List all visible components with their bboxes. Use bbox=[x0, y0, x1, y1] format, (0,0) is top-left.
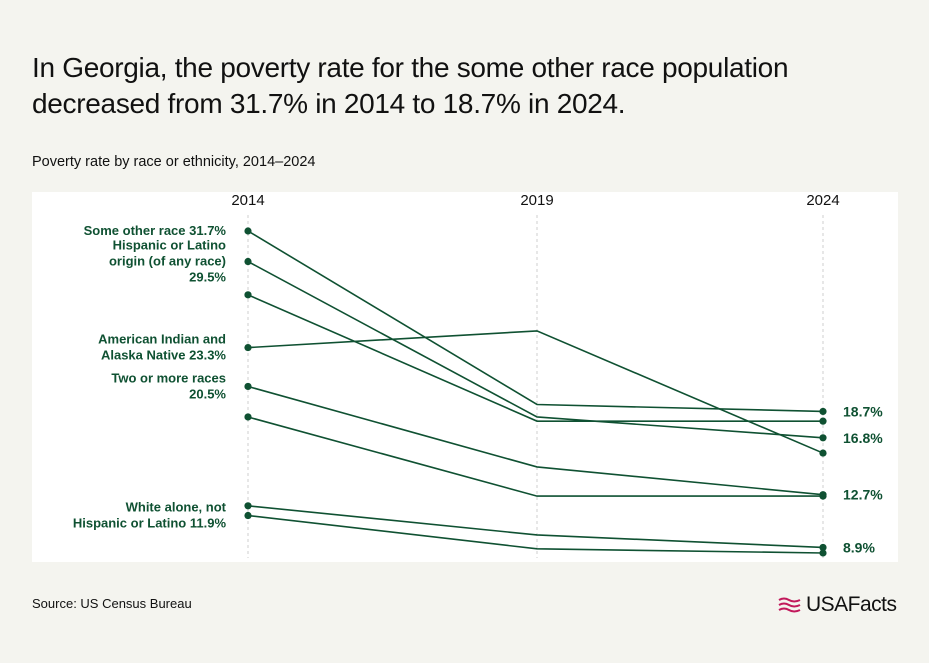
series-line bbox=[247, 294, 823, 422]
plot-area bbox=[32, 192, 898, 562]
brand-logo: USAFacts bbox=[778, 591, 897, 619]
chart-subtitle: Poverty rate by race or ethnicity, 2014–… bbox=[32, 154, 316, 170]
series-line bbox=[247, 416, 823, 497]
data-point bbox=[244, 291, 252, 299]
series-end-label: 16.8% bbox=[843, 430, 883, 446]
x-tick-label: 2014 bbox=[231, 192, 264, 209]
data-point bbox=[244, 227, 252, 235]
series-start-label: origin (of any race) bbox=[109, 254, 226, 269]
source-note: Source: US Census Bureau bbox=[32, 596, 192, 611]
data-point bbox=[244, 343, 252, 352]
data-point bbox=[819, 543, 827, 552]
data-point bbox=[819, 417, 827, 425]
series-start-label: Some other race 31.7% bbox=[84, 223, 227, 238]
data-point bbox=[819, 549, 827, 557]
series-start-label: 29.5% bbox=[189, 270, 226, 285]
data-point bbox=[244, 257, 252, 266]
series-line bbox=[247, 230, 824, 413]
data-point bbox=[819, 434, 827, 442]
x-tick-label: 2019 bbox=[520, 192, 553, 209]
series-line bbox=[247, 514, 824, 554]
data-point bbox=[244, 413, 252, 421]
data-point bbox=[819, 449, 827, 457]
brand-name: USAFacts bbox=[806, 593, 897, 616]
data-point bbox=[819, 407, 827, 416]
data-point bbox=[244, 511, 252, 520]
series-start-label: Hispanic or Latino 11.9% bbox=[73, 516, 227, 531]
series-start-label: White alone, not bbox=[126, 500, 227, 515]
series-line bbox=[247, 505, 824, 549]
data-point bbox=[244, 502, 252, 510]
series-end-label: 12.7% bbox=[843, 487, 883, 503]
series-start-label: Alaska Native 23.3% bbox=[101, 348, 226, 363]
series-start-label: 20.5% bbox=[189, 386, 226, 401]
series-start-label: American Indian and bbox=[98, 332, 226, 347]
series-line bbox=[247, 385, 824, 496]
data-point bbox=[244, 382, 252, 391]
series-start-label: Hispanic or Latino bbox=[113, 238, 226, 253]
series-end-label: 18.7% bbox=[843, 403, 883, 419]
series-line bbox=[247, 330, 824, 454]
data-point bbox=[819, 492, 827, 500]
flag-icon bbox=[778, 597, 801, 613]
x-tick-label: 2024 bbox=[806, 192, 839, 209]
series-end-label: 8.9% bbox=[843, 539, 875, 555]
series-start-label: Two or more races bbox=[111, 370, 226, 385]
series-line bbox=[247, 260, 824, 439]
chart-title: In Georgia, the poverty rate for the som… bbox=[32, 52, 789, 119]
